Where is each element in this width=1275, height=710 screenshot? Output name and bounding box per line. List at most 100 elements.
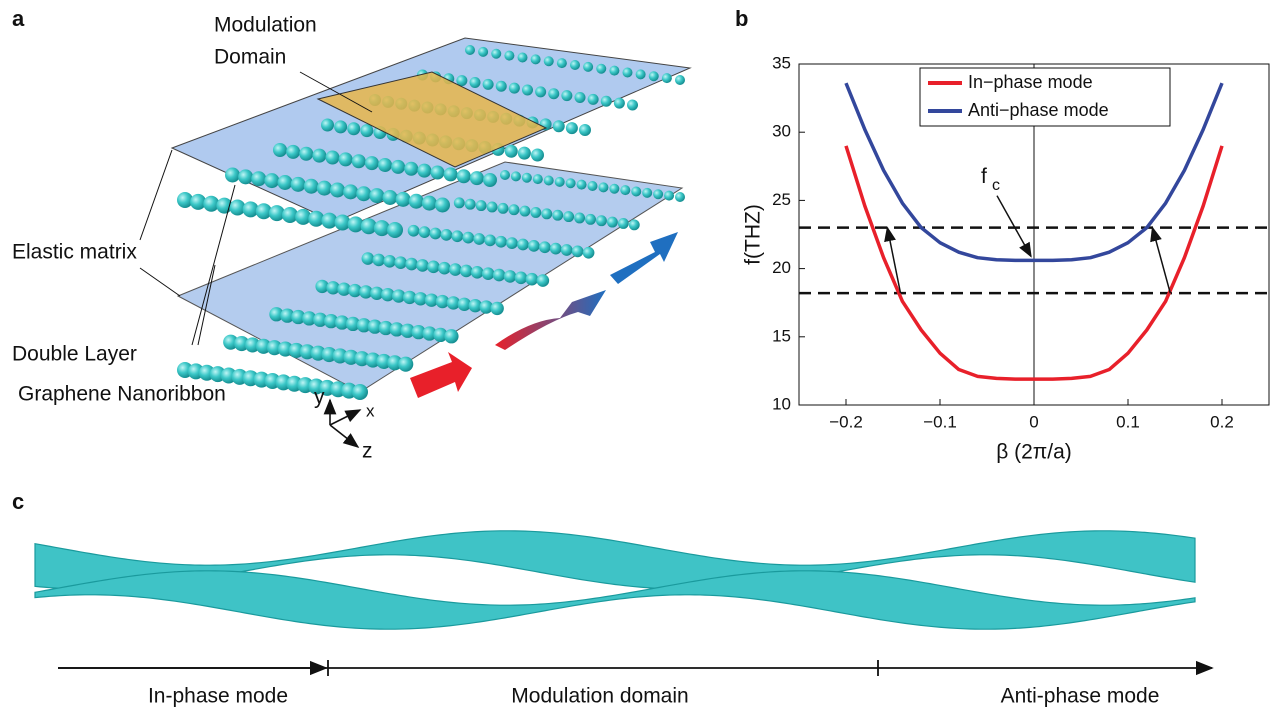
annotation-arrow (996, 195, 1032, 258)
atom (631, 186, 642, 197)
atom (530, 207, 542, 218)
atom (495, 235, 507, 248)
atom (338, 152, 353, 167)
series-line (844, 145, 1224, 381)
atom (417, 163, 432, 178)
atom (373, 220, 390, 237)
label: Double Layer (12, 343, 137, 366)
atom (635, 69, 646, 80)
atom (570, 60, 580, 70)
atom (613, 97, 625, 109)
atom (345, 316, 361, 332)
atom (413, 292, 428, 306)
atom (506, 237, 518, 249)
atom (407, 224, 420, 237)
atom (408, 193, 424, 209)
atom (517, 238, 529, 251)
atom (465, 45, 475, 55)
atom (530, 54, 541, 65)
atom (574, 212, 586, 224)
atom (583, 61, 594, 72)
atom (190, 193, 207, 210)
atom (470, 266, 484, 279)
atom (510, 171, 521, 182)
atom (503, 270, 517, 283)
atom (382, 190, 398, 205)
y-tick-label: 10 (772, 394, 791, 413)
atom (548, 88, 560, 100)
axis-glyph-label: z (362, 440, 373, 463)
atom (369, 188, 385, 204)
atom (456, 75, 468, 87)
atom (582, 246, 595, 259)
atom (504, 50, 515, 61)
atom (460, 264, 473, 278)
atom (543, 56, 554, 67)
atom (478, 46, 489, 57)
atom (444, 329, 459, 344)
atom (315, 279, 329, 294)
x-tick-label: 0.2 (1210, 412, 1234, 431)
atom (519, 205, 531, 217)
atom (451, 230, 464, 243)
atom (536, 274, 550, 287)
atom (391, 159, 406, 174)
atom (402, 290, 417, 305)
annotation-sub: c (992, 177, 1000, 194)
atom (203, 195, 220, 212)
atom (430, 165, 445, 180)
atom (347, 216, 364, 233)
annotation: f (981, 165, 987, 188)
atom (622, 67, 633, 78)
leader (299, 71, 373, 113)
atom (648, 71, 659, 82)
atom (620, 185, 631, 196)
atom (484, 234, 496, 247)
atom (378, 320, 393, 336)
axes-glyph (323, 398, 362, 448)
atom (500, 170, 510, 180)
atom (394, 256, 407, 269)
atom (609, 65, 620, 76)
atom (334, 214, 351, 231)
atom (596, 63, 607, 74)
panel-letter: c (12, 489, 24, 514)
atom (429, 227, 442, 240)
atom (464, 198, 476, 210)
label: Graphene Nanoribbon (18, 383, 226, 406)
atom (264, 173, 280, 189)
atom (299, 146, 314, 161)
atom (308, 210, 325, 227)
atom (273, 143, 287, 157)
atom (571, 245, 584, 258)
atom (514, 271, 528, 285)
atom (462, 231, 475, 244)
atom (479, 300, 493, 314)
atom (364, 156, 379, 171)
atom (361, 252, 375, 265)
atom (443, 167, 458, 182)
leader (139, 149, 173, 241)
atom (532, 174, 543, 185)
atom (453, 197, 465, 209)
atom (316, 180, 332, 196)
atom (372, 253, 386, 267)
atom (600, 95, 612, 107)
atom (457, 297, 472, 312)
region-label: In-phase mode (148, 685, 288, 708)
atom (565, 122, 578, 135)
atom (351, 154, 366, 169)
atom (596, 215, 607, 227)
atom (449, 263, 462, 276)
atom (418, 226, 431, 238)
atom (400, 323, 415, 338)
atom (411, 325, 426, 340)
atom (440, 228, 453, 241)
atom (554, 176, 565, 187)
atom (381, 287, 395, 302)
atom (433, 327, 448, 343)
atom (561, 90, 573, 102)
atom (609, 183, 620, 194)
atom (359, 285, 373, 299)
